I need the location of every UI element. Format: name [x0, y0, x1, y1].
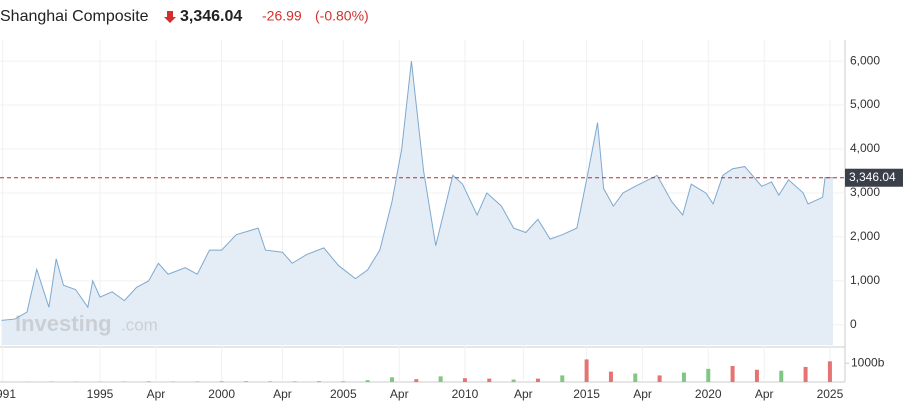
x-tick-label: 2020 — [695, 387, 722, 401]
volume-bar — [292, 381, 297, 382]
y-tick-label: 5,000 — [850, 97, 880, 111]
price-line — [1, 61, 834, 321]
down-arrow — [164, 11, 176, 23]
x-tick-label: Apr — [514, 387, 533, 401]
x-tick-label: Apr — [273, 387, 292, 401]
volume-bar — [243, 381, 248, 382]
volume-bar — [511, 379, 516, 382]
volume-bar — [195, 381, 200, 382]
volume-bar — [633, 373, 638, 382]
volume-bar — [146, 381, 151, 382]
volume-bar — [414, 379, 419, 382]
y-tick-label: 4,000 — [850, 141, 880, 155]
volume-bar — [560, 375, 565, 382]
x-tick-label: Apr — [390, 387, 409, 401]
instrument-name: Shanghai Composite — [0, 8, 149, 25]
x-tick-label: 1991 — [0, 387, 16, 401]
volume-bar — [341, 381, 346, 382]
volume-bar — [365, 380, 370, 382]
volume-bar — [754, 369, 759, 382]
watermark-brand: Investing — [15, 311, 112, 336]
volume-bar — [268, 381, 273, 382]
x-tick-label: 2010 — [452, 387, 479, 401]
watermark: Investing .com — [15, 311, 158, 336]
volume-bar — [462, 378, 467, 382]
x-tick-label: Apr — [147, 387, 166, 401]
volume-bar — [681, 372, 686, 382]
y-tick-label: 6,000 — [850, 53, 880, 67]
y-tick-label: 3,000 — [850, 185, 880, 199]
x-tick-label: 2005 — [330, 387, 357, 401]
change-pct: (-0.80%) — [315, 8, 369, 24]
volume-bar — [803, 366, 808, 382]
volume-bar — [389, 377, 394, 382]
volume-tick-label: 1000b — [851, 355, 885, 369]
watermark-suffix: .com — [121, 315, 158, 334]
volume-bar — [827, 361, 832, 382]
volume-bar — [730, 366, 735, 382]
x-tick-label: 1995 — [87, 387, 114, 401]
x-tick-label: 2000 — [208, 387, 235, 401]
x-tick-label: 2025 — [817, 387, 844, 401]
volume-bar — [219, 381, 224, 382]
volume-bar — [584, 359, 589, 382]
last-price-label: 3,346.04 — [849, 170, 896, 184]
last-price-badge — [845, 168, 903, 187]
volume-bar — [438, 376, 443, 382]
x-tick-label: Apr — [633, 387, 652, 401]
volume-bar — [608, 371, 613, 382]
volume-bar — [487, 378, 492, 382]
volume-bar — [706, 368, 711, 382]
price: 3,346.04 — [180, 8, 242, 25]
volume-bar — [657, 375, 662, 382]
y-tick-label: 1,000 — [850, 273, 880, 287]
volume-bar — [779, 370, 784, 382]
change: -26.99 — [262, 8, 302, 24]
x-tick-label: Apr — [755, 387, 774, 401]
y-tick-label: 0 — [850, 317, 857, 331]
x-tick-label: 2015 — [573, 387, 600, 401]
y-tick-label: 2,000 — [850, 229, 880, 243]
volume-bar — [535, 378, 540, 382]
volume-bar — [316, 381, 321, 382]
price-area — [1, 61, 834, 346]
